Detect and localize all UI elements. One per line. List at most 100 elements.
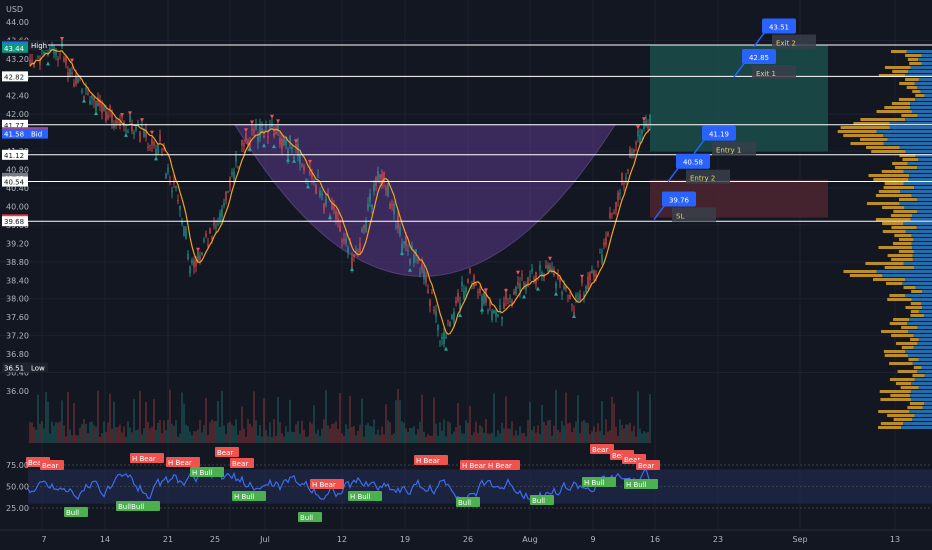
candle-body [165, 173, 167, 179]
cup-shape [234, 124, 616, 277]
volume-bar [563, 425, 565, 443]
volume-bar [185, 424, 187, 443]
candle-body [559, 278, 561, 283]
volume-bar [515, 430, 517, 443]
candle-body [139, 131, 141, 142]
volume-profile-up-bar [909, 62, 922, 65]
pivot-high-marker [636, 125, 640, 130]
candle-body [641, 130, 643, 135]
candle-body [291, 146, 293, 149]
candle-body [505, 292, 507, 300]
volume-profile-up-bar [896, 342, 918, 345]
volume-profile-up-bar [887, 414, 915, 417]
volume-bar [231, 424, 233, 443]
volume-profile-up-bar [898, 250, 914, 253]
volume-bar [415, 434, 417, 443]
volume-bar [117, 426, 119, 443]
candle-body [327, 193, 329, 195]
candle-body [87, 93, 89, 95]
candle-body [541, 272, 543, 277]
volume-bar [35, 429, 37, 443]
time-tick: Sep [792, 535, 807, 544]
volume-profile-up-bar [878, 410, 910, 413]
volume-profile-down-bar [917, 370, 932, 373]
pivot-low-marker [306, 184, 310, 189]
rsi-label-bg [624, 479, 658, 489]
candle-body [301, 165, 303, 167]
volume-bar [447, 421, 449, 443]
candle-body [443, 331, 445, 344]
volume-bar [111, 428, 113, 443]
candle-body [457, 293, 459, 302]
candle-body [117, 121, 119, 123]
candle-body [33, 62, 35, 67]
volume-profile-down-bar [905, 150, 932, 153]
volume-bar [115, 427, 117, 443]
time-tick: 21 [163, 535, 173, 544]
pivot-high-marker [250, 120, 254, 125]
candle-body [153, 141, 155, 146]
volume-bar [269, 422, 271, 443]
volume-bar [183, 403, 185, 443]
volume-profile-down-bar [911, 110, 932, 113]
candle-body [545, 265, 547, 268]
volume-bar [279, 421, 281, 443]
price-tick: 37.20 [6, 332, 29, 341]
volume-profile-down-bar [913, 238, 932, 241]
volume-bar [611, 396, 613, 443]
candle-body [317, 175, 319, 177]
volume-profile-down-bar [923, 314, 932, 317]
rsi-label-bg [414, 455, 448, 465]
candle-body [397, 215, 399, 229]
volume-bar [433, 397, 435, 443]
volume-bar [167, 419, 169, 443]
candle-body [635, 142, 637, 145]
volume-bar [191, 435, 193, 443]
volume-bar [391, 434, 393, 443]
volume-profile-up-bar [892, 242, 912, 245]
price-tag-bg [2, 128, 28, 139]
candle-body [439, 341, 441, 343]
candle-body [421, 264, 423, 270]
rsi-label-bg [590, 444, 614, 454]
volume-profile-up-bar [878, 190, 901, 193]
volume-bar [281, 433, 283, 443]
volume-profile-up-bar [875, 218, 911, 221]
candle-body [483, 292, 485, 304]
candle-body [171, 190, 173, 193]
level-name-text: Entry 1 [716, 147, 741, 155]
volume-profile-down-bar [911, 382, 932, 385]
time-tick: 23 [713, 535, 723, 544]
volume-bar [227, 422, 229, 443]
rsi-bear-label: H Bear [416, 457, 440, 465]
volume-bar [119, 424, 121, 443]
volume-profile-down-bar [911, 194, 932, 197]
candle-body [527, 277, 529, 286]
volume-bar [455, 427, 457, 443]
candle-body [423, 268, 425, 280]
volume-profile-up-bar [909, 402, 924, 405]
candle-body [609, 212, 611, 219]
candle-body [279, 138, 281, 145]
candle-body [29, 59, 31, 66]
volume-profile-up-bar [901, 114, 918, 117]
candle-body [557, 275, 559, 279]
volume-profile-up-bar [843, 134, 884, 137]
volume-bar [419, 421, 421, 443]
candle-body [569, 295, 571, 300]
volume-bar [275, 436, 277, 443]
candle-body [551, 268, 553, 273]
volume-bar [397, 389, 399, 443]
volume-profile-down-bar [913, 266, 932, 269]
candle-body [361, 228, 363, 233]
candle-body [65, 56, 67, 65]
candle-body [209, 228, 211, 234]
candle-body [49, 47, 51, 52]
volume-bar [477, 433, 479, 443]
candle-body [161, 148, 163, 150]
price-tag-suffix: Bid [31, 131, 42, 139]
volume-profile-up-bar [913, 366, 922, 369]
volume-bar [431, 435, 433, 443]
